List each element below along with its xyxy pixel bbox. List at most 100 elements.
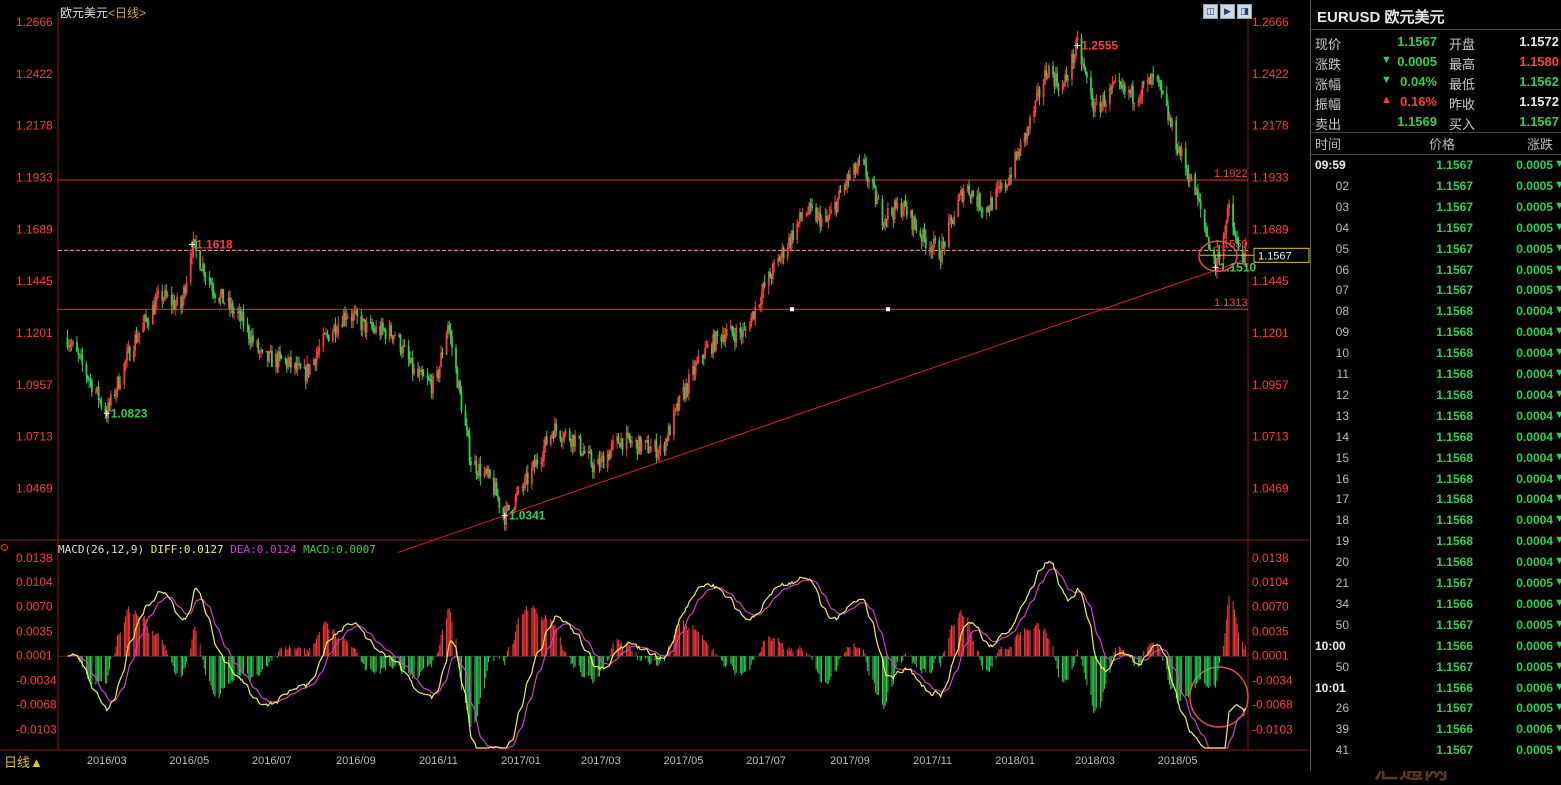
candle-body: [892, 213, 895, 220]
tick-price: 1.1568: [1436, 408, 1473, 423]
tick-row[interactable]: 05 1.1567 0.0005 ▼: [1311, 242, 1561, 263]
candle-body: [1159, 80, 1161, 84]
candle-body: [781, 247, 784, 257]
tick-row[interactable]: 50 1.1567 0.0005 ▼: [1311, 660, 1561, 681]
candle-body: [587, 451, 590, 453]
tick-row[interactable]: 06 1.1567 0.0005 ▼: [1311, 263, 1561, 284]
candle-body: [667, 425, 670, 441]
tick-header: 时间 价格 涨跌: [1311, 134, 1561, 154]
candle-body: [778, 257, 781, 262]
candle-body: [275, 354, 277, 367]
tick-row[interactable]: 19 1.1568 0.0004 ▼: [1311, 534, 1561, 555]
horizontal-level-label: 1.1922: [1214, 168, 1248, 180]
tick-row[interactable]: 13 1.1568 0.0004 ▼: [1311, 409, 1561, 430]
candle-body: [1104, 103, 1107, 107]
indicator-dot-icon[interactable]: [1, 544, 8, 551]
candle-body: [743, 329, 746, 331]
arrow-down-icon: ▼: [1554, 513, 1561, 526]
candle-body: [89, 379, 92, 381]
tick-row[interactable]: 10 1.1568 0.0004 ▼: [1311, 346, 1561, 367]
tick-row[interactable]: 08 1.1568 0.0004 ▼: [1311, 304, 1561, 325]
arrow-down-icon: ▼: [1554, 178, 1561, 191]
tick-row[interactable]: 21 1.1567 0.0005 ▼: [1311, 576, 1561, 597]
tick-time: 03: [1335, 199, 1349, 214]
tick-row[interactable]: 09 1.1568 0.0004 ▼: [1311, 325, 1561, 346]
tick-row[interactable]: 10:00 1.1566 0.0006 ▼: [1311, 639, 1561, 660]
chart-area[interactable]: 1.2666 1.2666 1.2422 1.2422 1.2178 1.2178 1.19…: [0, 0, 1463, 784]
tick-row[interactable]: 12 1.1568 0.0004 ▼: [1311, 388, 1561, 409]
arrow-down-icon: ▼: [1554, 429, 1561, 442]
tick-row[interactable]: 20 1.1568 0.0004 ▼: [1311, 555, 1561, 576]
zoom-in-icon[interactable]: ◫: [1203, 4, 1218, 19]
candle-body: [1243, 257, 1245, 263]
candle-body: [478, 463, 480, 476]
candle-body: [1000, 182, 1003, 189]
candle-body: [1027, 127, 1030, 129]
tick-row[interactable]: 39 1.1566 0.0006 ▼: [1311, 722, 1561, 743]
candle-body: [1075, 40, 1077, 56]
candle-body: [1142, 82, 1145, 84]
tick-change: 0.0006: [1516, 680, 1553, 695]
candle-body: [375, 326, 378, 333]
candle-body: [571, 435, 574, 447]
tick-row[interactable]: 03 1.1567 0.0005 ▼: [1311, 200, 1561, 221]
tick-row[interactable]: 17 1.1568 0.0004 ▼: [1311, 492, 1561, 513]
tick-row[interactable]: 10:01 1.1566 0.0006 ▼: [1311, 681, 1561, 702]
tick-row[interactable]: 16 1.1568 0.0004 ▼: [1311, 472, 1561, 493]
tick-row[interactable]: 09:59 1.1567 0.0005 ▼: [1311, 158, 1561, 179]
tick-row[interactable]: 50 1.1567 0.0005 ▼: [1311, 618, 1561, 639]
candle-body: [1054, 73, 1057, 87]
candle-body: [1167, 105, 1170, 120]
macd-tick-label-left: -0.0068: [16, 698, 57, 712]
candle-body: [543, 446, 545, 460]
candle-body: [306, 363, 309, 382]
candle-body: [1146, 80, 1149, 84]
candle-body: [1004, 182, 1007, 189]
candle-body: [441, 352, 444, 355]
candle-body: [922, 228, 924, 242]
tick-price: 1.1567: [1436, 701, 1473, 716]
candle-body: [265, 351, 268, 353]
candle-body: [981, 210, 984, 213]
tick-row[interactable]: 41 1.1567 0.0005 ▼: [1311, 743, 1561, 764]
tick-price: 1.1567: [1436, 617, 1473, 632]
candlestick-chart[interactable]: 1.2666 1.2666 1.2422 1.2422 1.2178 1.2178 1.19…: [0, 0, 1310, 771]
candle-body: [780, 256, 782, 262]
quote-label: 卖出: [1315, 117, 1342, 132]
candle-body: [498, 497, 501, 508]
candle-body: [113, 393, 116, 397]
candle-body: [602, 455, 605, 469]
tick-row[interactable]: 18 1.1568 0.0004 ▼: [1311, 513, 1561, 534]
candle-body: [1044, 70, 1046, 85]
tick-row[interactable]: 26 1.1567 0.0005 ▼: [1311, 701, 1561, 722]
x-tick-label: 2017/05: [664, 755, 704, 767]
tick-price: 1.1567: [1436, 576, 1473, 590]
arrow-down-icon: ▼: [1554, 367, 1561, 379]
play-icon[interactable]: ▶: [1220, 4, 1235, 19]
candle-body: [353, 312, 356, 314]
candle-body: [76, 341, 78, 352]
candle-body: [99, 399, 101, 401]
tick-row[interactable]: 15 1.1568 0.0004 ▼: [1311, 451, 1561, 472]
candle-body: [893, 200, 896, 220]
tick-row[interactable]: 11 1.1568 0.0004 ▼: [1311, 367, 1561, 388]
candle-body: [609, 450, 612, 460]
candle-body: [1206, 232, 1209, 238]
tick-row[interactable]: 14 1.1568 0.0004 ▼: [1311, 430, 1561, 451]
tick-row[interactable]: 34 1.1566 0.0006 ▼: [1311, 597, 1561, 618]
candle-body: [390, 325, 392, 336]
tick-row[interactable]: 04 1.1567 0.0005 ▼: [1311, 221, 1561, 242]
zoom-out-icon[interactable]: ◨: [1237, 4, 1252, 19]
candle-body: [1085, 72, 1088, 78]
tick-row[interactable]: 07 1.1567 0.0005 ▼: [1311, 283, 1561, 304]
candle-body: [682, 387, 685, 396]
candle-body: [763, 282, 766, 287]
candle-body: [153, 304, 156, 315]
candle-body: [214, 294, 216, 298]
period-selector-button[interactable]: 日线▲: [4, 755, 43, 770]
candle-body: [648, 451, 651, 453]
candle-body: [943, 242, 946, 247]
candle-body: [876, 198, 878, 205]
tick-row[interactable]: 02 1.1567 0.0005 ▼: [1311, 179, 1561, 200]
candle-body: [257, 341, 260, 353]
